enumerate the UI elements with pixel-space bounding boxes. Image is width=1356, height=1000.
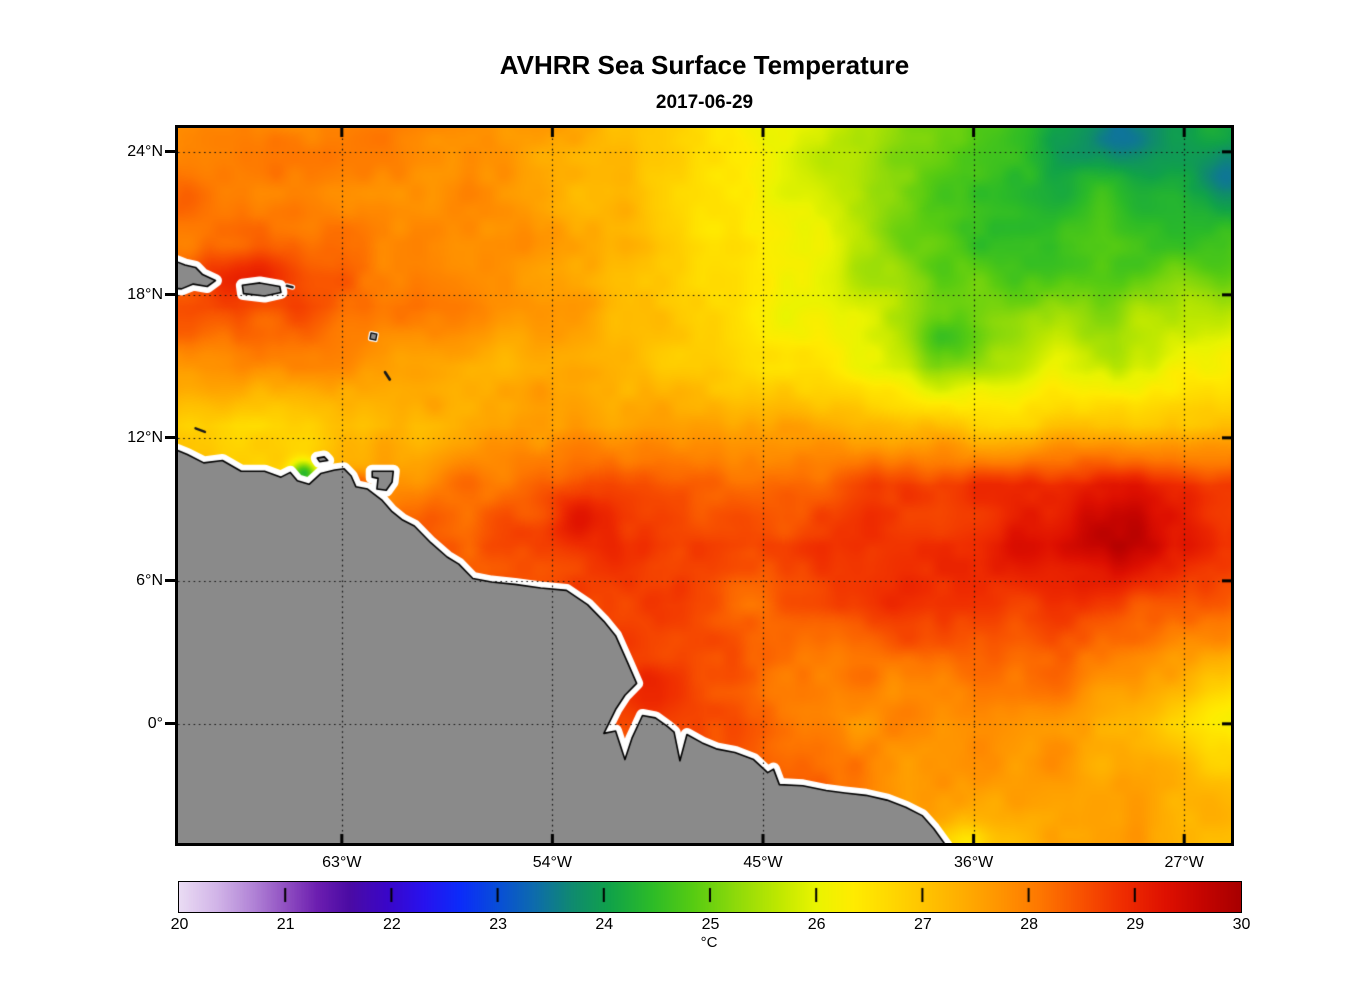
lat-tick-label: 24°N [127, 142, 163, 160]
colorbar-tick-label: 23 [489, 916, 507, 933]
colorbar-tick-label: 29 [1126, 916, 1145, 933]
lon-tick-label: 36°W [953, 854, 994, 871]
colorbar-tick-label: 28 [1020, 916, 1038, 933]
lon-tick-label: 54°W [532, 854, 573, 871]
lon-tick-label: 27°W [1164, 854, 1204, 871]
lat-tick-mark [165, 722, 175, 726]
colorbar-tick-label: 25 [701, 916, 720, 933]
colorbar-canvas [179, 882, 1241, 912]
colorbar-tick-label: 27 [913, 916, 932, 933]
lat-tick-mark [165, 293, 175, 297]
colorbar-tick-label: 20 [170, 916, 189, 933]
sst-map-canvas [178, 128, 1231, 843]
colorbar [178, 881, 1242, 913]
figure-title: AVHRR Sea Surface Temperature [499, 50, 910, 80]
lon-tick-label: 45°W [743, 854, 783, 871]
figure-date-subtitle: 2017-06-29 [655, 92, 754, 113]
lat-tick-mark [165, 436, 175, 440]
colorbar-tick-label: 30 [1232, 916, 1251, 933]
lat-tick-label: 18°N [127, 285, 163, 303]
map-axes-box [175, 125, 1234, 846]
lon-tick-label: 63°W [322, 854, 362, 871]
lat-tick-label: 12°N [127, 428, 163, 446]
colorbar-tick-label: 22 [382, 916, 401, 933]
lat-tick-label: 6°N [136, 571, 163, 589]
colorbar-tick-label: 24 [595, 916, 614, 933]
lat-tick-mark [165, 150, 175, 154]
lat-tick-mark [165, 579, 175, 583]
lat-tick-label: 0° [147, 714, 163, 732]
colorbar-unit-label: °C [700, 934, 718, 951]
colorbar-tick-label: 21 [276, 916, 295, 933]
colorbar-tick-label: 26 [807, 916, 826, 933]
